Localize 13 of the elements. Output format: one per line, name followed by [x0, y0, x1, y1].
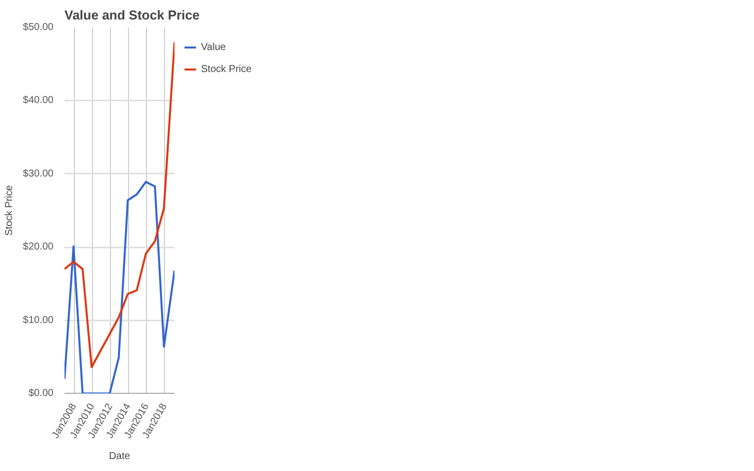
y-axis-title: Stock Price: [4, 184, 15, 236]
chart-title: Value and Stock Price: [64, 8, 200, 22]
x-axis-title: Date: [108, 451, 130, 462]
y-tick-label: $30.00: [22, 168, 54, 180]
legend-label: Stock Price: [201, 64, 252, 74]
y-tick-label: $50.00: [22, 22, 54, 33]
line-series: [64, 41, 174, 368]
y-tick-label: $20.00: [22, 242, 54, 253]
legend-label: Value: [201, 42, 226, 52]
y-tick-label: $0.00: [28, 388, 54, 399]
line-series: [64, 180, 174, 394]
y-tick-label: $10.00: [22, 314, 54, 326]
y-tick-label: $40.00: [22, 95, 54, 106]
